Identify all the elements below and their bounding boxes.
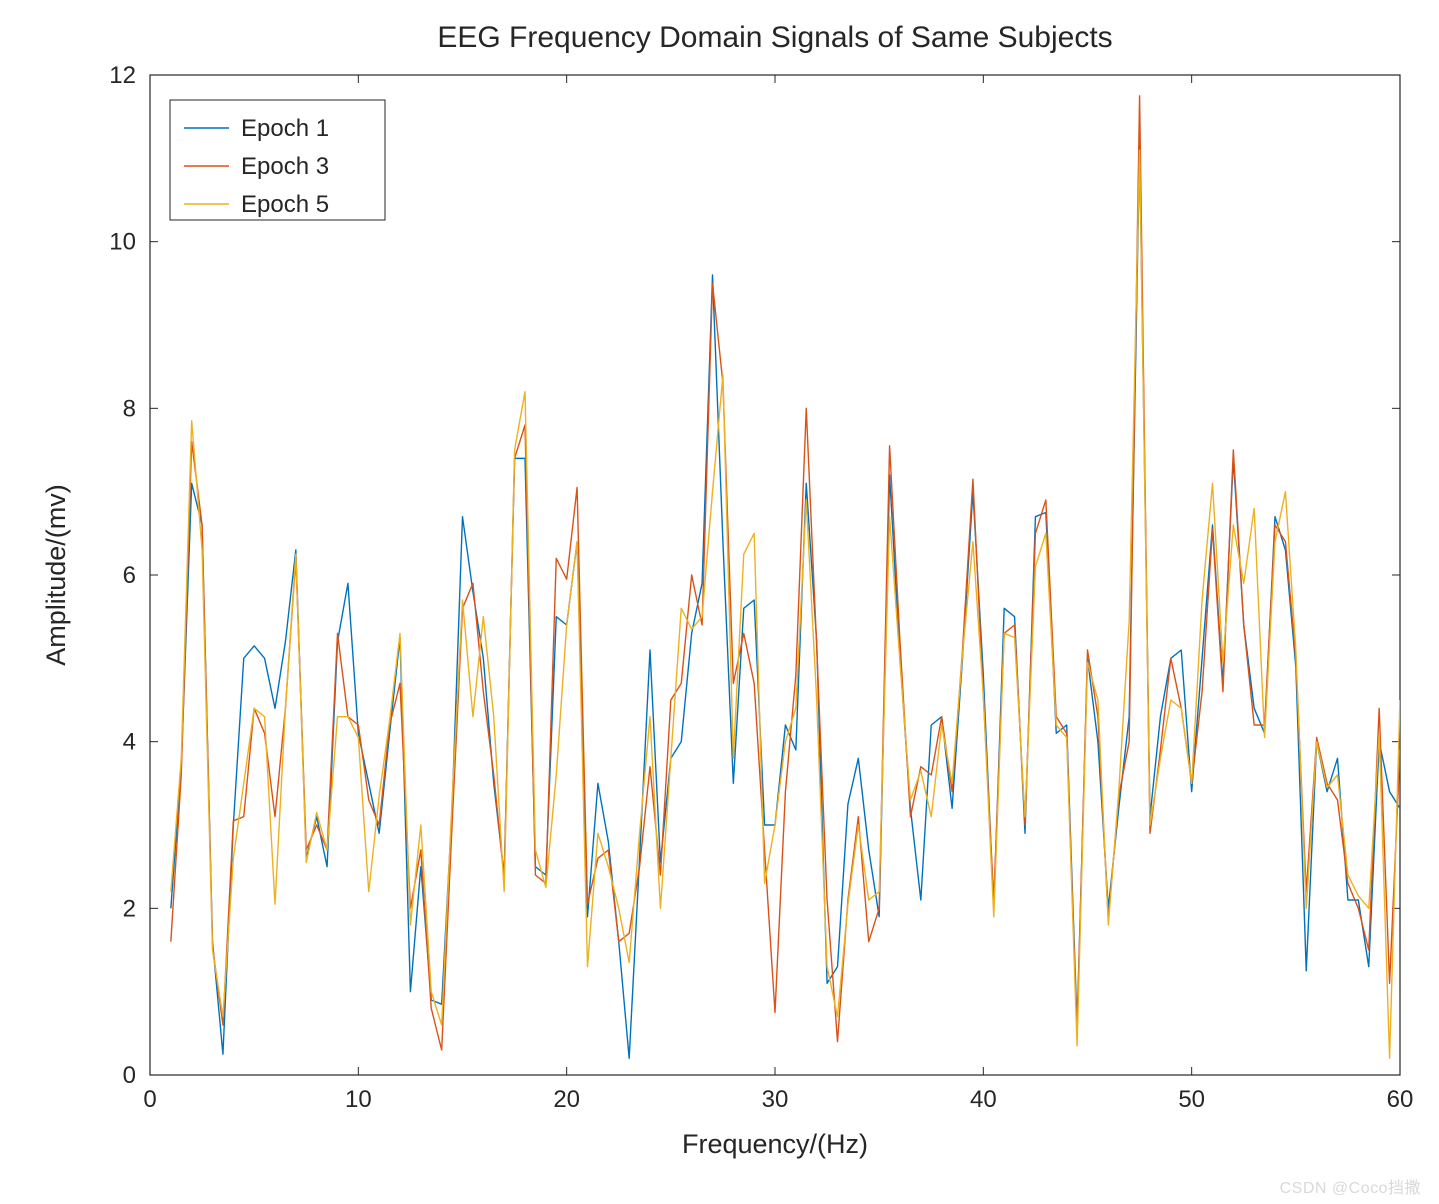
- y-axis-label: Amplitude/(mv): [41, 484, 71, 666]
- x-tick-label: 10: [345, 1086, 372, 1113]
- chart-container: 0 10 20 30 40 50 60 0 2 4 6 8 10 12 EEG Frequency Doma…: [0, 0, 1439, 1204]
- y-tick-label: 2: [123, 895, 136, 922]
- x-tick-label: 50: [1178, 1086, 1205, 1113]
- watermark-text: CSDN @Coco挡撒: [1280, 1174, 1421, 1198]
- y-tick-label: 6: [123, 562, 136, 589]
- y-tick-label: 0: [123, 1062, 136, 1089]
- chart-title: EEG Frequency Domain Signals of Same Sub…: [437, 21, 1112, 54]
- eeg-line-chart: 0 10 20 30 40 50 60 0 2 4 6 8 10 12 EEG Frequency Doma…: [0, 0, 1439, 1204]
- x-axis-label: Frequency/(Hz): [682, 1129, 868, 1159]
- legend-label: Epoch 3: [241, 153, 329, 180]
- legend: Epoch 1 Epoch 3 Epoch 5: [170, 100, 385, 220]
- x-tick-label: 0: [143, 1086, 156, 1113]
- y-tick-label: 8: [123, 395, 136, 422]
- y-tick-label: 4: [123, 729, 136, 756]
- x-tick-label: 20: [553, 1086, 580, 1113]
- legend-label: Epoch 5: [241, 191, 329, 218]
- x-tick-label: 30: [762, 1086, 789, 1113]
- x-tick-label: 60: [1387, 1086, 1414, 1113]
- legend-label: Epoch 1: [241, 115, 329, 142]
- x-tick-label: 40: [970, 1086, 997, 1113]
- plot-bg: [150, 75, 1400, 1075]
- y-tick-label: 12: [109, 62, 136, 89]
- y-tick-label: 10: [109, 229, 136, 256]
